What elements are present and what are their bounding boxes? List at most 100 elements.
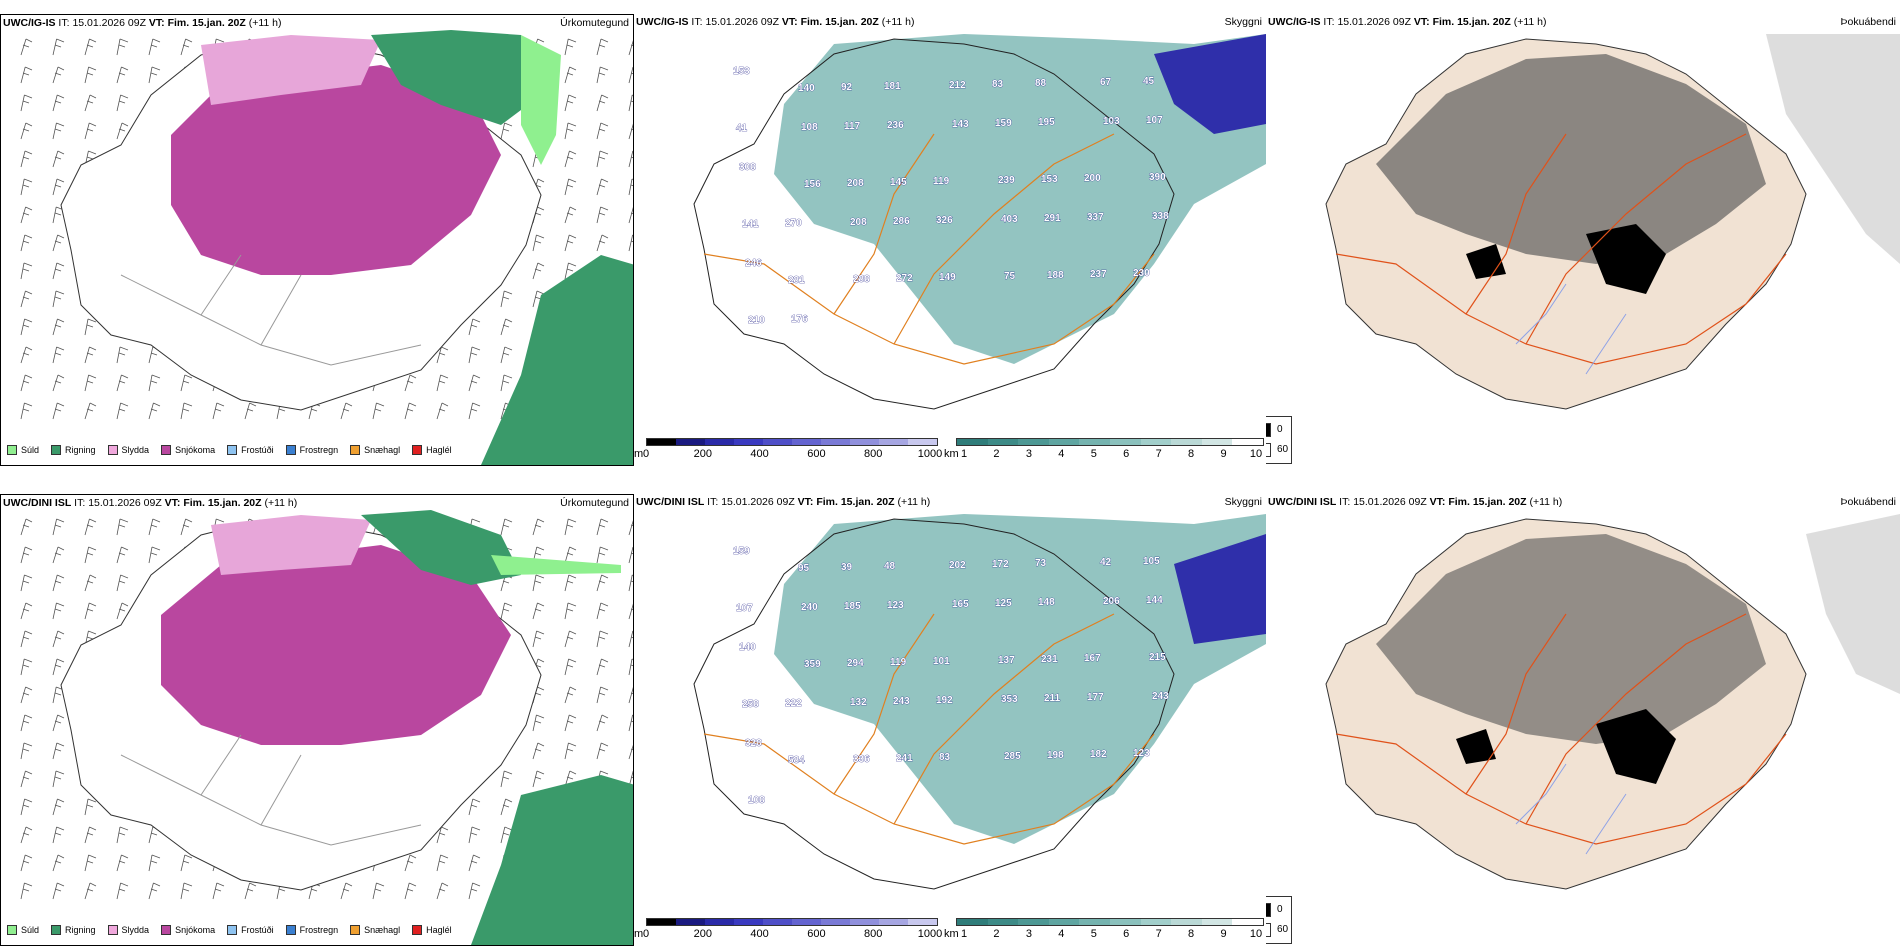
rain-area-north (371, 30, 541, 125)
legend-swatch (350, 445, 361, 455)
vis-height-label: 117 (844, 121, 861, 132)
visibility-ticks: 1 2 3 4 5 6 7 8 9 10 (961, 448, 1264, 460)
colorbar-tick: 6 (1123, 928, 1130, 940)
colorbar-segment (792, 439, 821, 445)
wind-barb (628, 234, 633, 252)
fog-black-patch (1456, 729, 1496, 764)
colorbar-segment (1018, 919, 1049, 925)
wind-barb (52, 882, 65, 900)
wind-barb (468, 882, 481, 900)
wind-barb (180, 402, 193, 420)
legend-item: Frostregn (285, 925, 338, 935)
wind-barb (20, 798, 33, 816)
wind-barb (20, 262, 33, 280)
wind-barb (532, 518, 545, 536)
wind-barb (436, 374, 449, 392)
panel-visibility-row1: UWC/IG-IS IT: 15.01.2026 09Z VT: Fim. 15… (634, 14, 1266, 466)
legend-item: Snjókoma (161, 445, 215, 455)
wind-barb (20, 658, 33, 676)
wind-barb (564, 262, 577, 280)
vis-height-label: 200 (1084, 173, 1101, 184)
fog-black-patch (1586, 224, 1666, 294)
wind-barb (148, 854, 161, 872)
vis-height-label: 212 (949, 80, 966, 91)
wind-barb (564, 546, 577, 564)
wind-barb (532, 770, 545, 788)
fog-dark-zone (1376, 534, 1766, 744)
wind-barb (20, 714, 33, 732)
fog-black-patch (1596, 709, 1676, 784)
wind-barb (52, 262, 65, 280)
colorbar-segment (1171, 439, 1202, 445)
colorbar-tick: 3 (1025, 928, 1032, 940)
colorbar-tick: 7 (1155, 928, 1162, 940)
wind-barb (564, 742, 577, 760)
snow-area (161, 545, 511, 745)
colorbar-tick: 10 (1249, 448, 1263, 460)
wind-barb (372, 402, 385, 420)
panel-title: UWC/IG-IS IT: 15.01.2026 09Z VT: Fim. 15… (1268, 16, 1547, 28)
wind-barb (468, 318, 481, 336)
panel-precip-type-row2: UWC/DINI ISL IT: 15.01.2026 09Z VT: Fim.… (0, 494, 634, 946)
wind-barb (596, 122, 609, 140)
wind-barb (500, 290, 513, 308)
wind-barb (468, 402, 481, 420)
wind-barb (628, 206, 633, 224)
legend-item: Snæhagl (350, 445, 400, 455)
wind-barb (404, 374, 417, 392)
wind-barb (500, 374, 513, 392)
vis-height-label: 353 (1001, 694, 1018, 705)
wind-barb (20, 686, 33, 704)
visibility-unit: km (944, 448, 959, 460)
vis-cloud-shield (774, 34, 1266, 364)
drizzle-area (491, 555, 621, 575)
wind-barb (20, 630, 33, 648)
wind-barb (116, 882, 129, 900)
vis-height-label: 195 (1038, 117, 1055, 128)
rain-area-se (471, 775, 633, 945)
wind-barb (500, 318, 513, 336)
vis-height-label: 176 (791, 314, 808, 325)
wind-barb (20, 826, 33, 844)
vis-height-label: 403 (1001, 214, 1018, 225)
vis-height-label: 105 (1143, 556, 1160, 567)
wind-barb (180, 38, 193, 56)
vis-height-label: 188 (1047, 270, 1064, 281)
vis-height-label: 95 (798, 563, 810, 574)
vis-height-label: 48 (884, 561, 896, 572)
vis-height-label: 153 (733, 66, 750, 77)
wind-barb (564, 574, 577, 592)
wind-barb (628, 178, 633, 196)
legend-item: Rigning (51, 925, 96, 935)
wind-barb (116, 518, 129, 536)
wind-barb (84, 122, 97, 140)
wind-barb (628, 714, 633, 732)
sleet-area (211, 515, 371, 575)
colorbar-segment (1109, 919, 1141, 925)
fog-legend-low-swatch (1266, 923, 1271, 937)
colorbar-tick: 1000 (917, 928, 943, 940)
colorbar-segment (676, 919, 705, 925)
wind-barb (596, 602, 609, 620)
colorbar-segment (987, 439, 1019, 445)
colorbar-tick: 8 (1188, 928, 1195, 940)
panel-name: Þokuábendi (1840, 16, 1896, 28)
vis-height-label: 83 (939, 752, 951, 763)
wind-barb (436, 882, 449, 900)
wind-barb (628, 630, 633, 648)
wind-barb (52, 742, 65, 760)
visibility-ticks: 1 2 3 4 5 6 7 8 9 10 (961, 928, 1264, 940)
vis-height-label: 45 (1143, 76, 1155, 87)
wind-barb (564, 658, 577, 676)
colorbar-segment (1232, 919, 1263, 925)
colorbar-segment (705, 439, 734, 445)
wind-barb (244, 882, 257, 900)
wind-barb (372, 882, 385, 900)
wind-barb (596, 658, 609, 676)
wind-barb (116, 826, 129, 844)
legend-swatch (350, 925, 361, 935)
precip-legend: Súld Rigning Slydda Snjókoma Frostúði Fr… (7, 925, 464, 935)
fog-legend-low-label: 60 (1277, 924, 1289, 935)
wind-barb (180, 374, 193, 392)
wind-barb (564, 518, 577, 536)
